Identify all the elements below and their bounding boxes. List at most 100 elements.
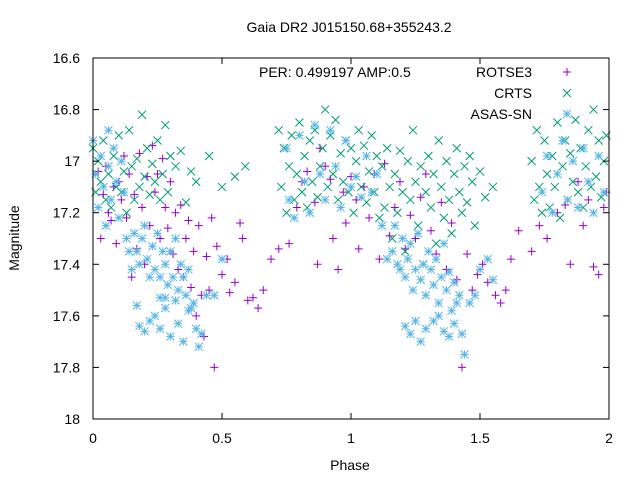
legend-label: ASAS-SN: [471, 106, 532, 122]
data-point: [274, 244, 283, 253]
data-point: [599, 203, 608, 212]
data-point: [460, 350, 469, 359]
data-point: [555, 213, 565, 223]
data-point: [160, 120, 170, 130]
data-point: [135, 182, 144, 192]
data-point: [173, 319, 183, 328]
data-point: [218, 270, 226, 279]
data-point: [362, 151, 371, 161]
data-point: [240, 161, 250, 171]
data-point: [194, 342, 204, 352]
series-asas-sn: [88, 120, 609, 359]
data-point: [377, 221, 387, 230]
data-point: [189, 298, 198, 308]
data-point: [480, 192, 490, 202]
data-point: [405, 329, 415, 339]
data-point: [589, 262, 598, 271]
data-point: [367, 131, 376, 140]
x-tick-label: 1: [347, 430, 355, 446]
data-point: [181, 290, 191, 300]
y-tick-label: 16.8: [53, 102, 80, 118]
data-point: [367, 187, 376, 197]
data-point: [184, 306, 193, 316]
y-tick-label: 16.6: [53, 50, 80, 66]
data-point: [573, 187, 583, 197]
data-point: [475, 167, 485, 176]
data-point: [535, 221, 544, 230]
data-point: [225, 288, 234, 297]
plot-area: [88, 105, 611, 372]
data-point: [356, 192, 366, 202]
data-point: [166, 332, 175, 341]
data-point: [130, 190, 139, 199]
data-point: [132, 154, 142, 163]
data-point: [452, 143, 462, 153]
data-point: [163, 224, 172, 233]
data-point: [462, 198, 472, 207]
data-point: [321, 162, 330, 171]
data-point: [282, 143, 291, 153]
data-point: [553, 169, 562, 179]
data-point: [212, 242, 221, 251]
data-point: [184, 265, 193, 274]
y-tick-label: 18: [64, 411, 80, 427]
data-point: [385, 182, 395, 192]
data-point: [127, 265, 137, 274]
data-point: [447, 306, 456, 316]
data-point: [356, 182, 366, 192]
data-point: [209, 290, 219, 300]
data-point: [267, 255, 276, 264]
data-point: [160, 303, 170, 313]
data-point: [594, 151, 604, 161]
data-point: [297, 187, 307, 197]
data-point: [145, 190, 155, 200]
data-point: [584, 125, 593, 135]
data-point: [336, 149, 346, 158]
data-point: [238, 234, 247, 243]
data-point: [591, 172, 601, 181]
data-point: [318, 143, 327, 153]
data-point: [542, 169, 552, 179]
data-point: [398, 187, 407, 197]
y-tick-label: 17.2: [53, 205, 80, 221]
data-point: [375, 213, 384, 223]
data-point: [444, 332, 454, 341]
data-point: [457, 208, 467, 218]
data-point: [106, 195, 116, 205]
data-point: [359, 141, 369, 151]
data-point: [365, 213, 374, 222]
data-point: [333, 195, 343, 205]
data-point: [307, 177, 317, 187]
data-point: [171, 296, 180, 305]
data-point: [313, 192, 322, 202]
data-point: [158, 169, 168, 179]
data-point: [501, 286, 510, 295]
data-point: [398, 234, 407, 243]
data-point: [382, 143, 392, 153]
data-point: [429, 280, 438, 290]
data-point: [259, 286, 268, 295]
data-point: [405, 239, 415, 249]
legend-marker: [562, 109, 572, 119]
data-point: [341, 219, 350, 228]
data-point: [574, 177, 583, 186]
x-tick-label: 0: [89, 430, 97, 446]
legend-marker: [562, 88, 572, 98]
data-point: [488, 275, 498, 285]
data-point: [114, 131, 124, 140]
data-point: [457, 329, 467, 339]
data-point: [331, 161, 340, 171]
data-point: [527, 156, 536, 166]
data-point: [434, 298, 444, 308]
data-point: [305, 136, 315, 145]
data-point: [236, 219, 245, 228]
data-point: [248, 293, 257, 302]
data-point: [387, 247, 397, 256]
data-point: [153, 170, 162, 179]
data-point: [416, 275, 426, 285]
data-point: [442, 285, 451, 295]
data-point: [160, 293, 170, 303]
data-point: [393, 259, 402, 269]
data-point: [465, 298, 475, 308]
data-point: [411, 265, 420, 274]
